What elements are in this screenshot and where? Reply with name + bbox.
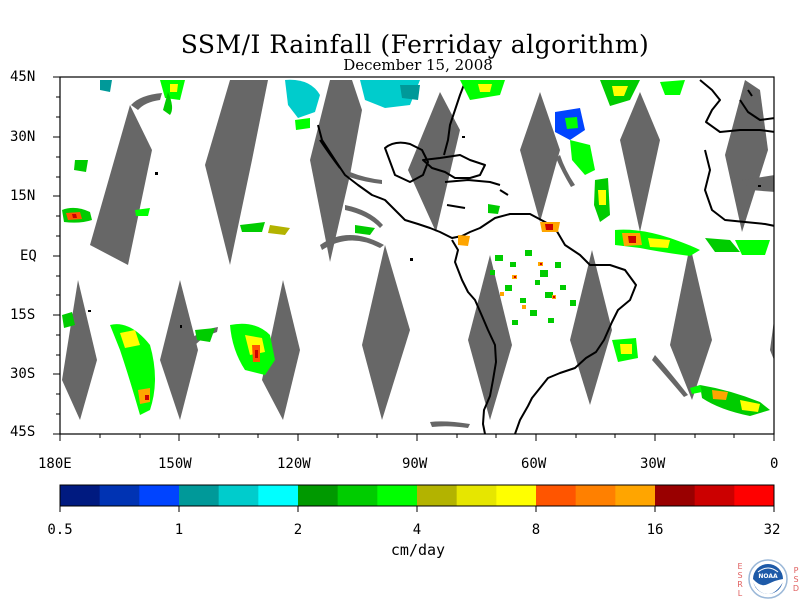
lat-label-45s: 45S xyxy=(10,424,36,440)
logo-left-letter-s: S xyxy=(737,571,743,580)
colorbar-segment xyxy=(139,485,180,506)
colorbar-segment xyxy=(655,485,696,506)
colorbar-segment xyxy=(536,485,577,506)
map-title: SSM/I Rainfall (Ferriday algorithm) xyxy=(180,30,650,59)
colorbar-segment xyxy=(99,485,140,506)
colorbar-segment xyxy=(60,485,101,506)
logo-right-letter-p: P xyxy=(793,566,799,575)
colorbar-segment xyxy=(218,485,259,506)
colorbar-segment xyxy=(377,485,418,506)
colorbar-tick-32: 32 xyxy=(763,522,781,538)
colorbar-segment xyxy=(258,485,299,506)
lon-label-60w: 60W xyxy=(521,456,547,472)
coastlines xyxy=(317,79,774,434)
logo-left-letter-l: L xyxy=(737,589,743,598)
colorbar-tick-16: 16 xyxy=(646,522,664,538)
lat-label-30s: 30S xyxy=(10,366,36,382)
logo-right-letter-s: S xyxy=(793,575,799,584)
logo-center-text: NOAA xyxy=(758,573,778,580)
rainfall-patches xyxy=(62,79,770,416)
logo-right-letter-d: D xyxy=(792,584,800,593)
lat-label-15n: 15N xyxy=(10,188,36,204)
map-date: December 15, 2008 xyxy=(343,56,493,74)
small-islands xyxy=(88,136,761,328)
lon-label-30w: 30W xyxy=(640,456,666,472)
colorbar-segment xyxy=(179,485,220,506)
logo-left-letter-r: R xyxy=(737,580,743,589)
noaa-esrl-psd-logo: E S R L NOAA P S D xyxy=(736,558,800,600)
colorbar-segment xyxy=(615,485,656,506)
colorbar-units: cm/day xyxy=(390,541,446,559)
lat-label-eq: EQ xyxy=(20,248,37,264)
lon-label-90w: 90W xyxy=(402,456,428,472)
colorbar-tick-8: 8 xyxy=(531,522,541,538)
lat-label-45n: 45N xyxy=(10,69,36,85)
lon-label-180e: 180E xyxy=(38,456,72,472)
axis-ticks xyxy=(53,76,775,441)
lat-label-15s: 15S xyxy=(10,307,36,323)
colorbar-tick-1: 1 xyxy=(174,522,184,538)
lon-label-150w: 150W xyxy=(158,456,192,472)
colorbar-segment xyxy=(417,485,458,506)
lon-label-120w: 120W xyxy=(277,456,311,472)
colorbar xyxy=(60,485,775,506)
noaa-emblem-icon: NOAA xyxy=(748,559,788,599)
colorbar-segment xyxy=(575,485,616,506)
colorbar-ticks xyxy=(59,506,775,512)
colorbar-segment xyxy=(496,485,537,506)
colorbar-tick-4: 4 xyxy=(412,522,422,538)
lat-label-30n: 30N xyxy=(10,129,36,145)
colorbar-segment xyxy=(734,485,775,506)
colorbar-segment xyxy=(456,485,497,506)
colorbar-segment xyxy=(694,485,735,506)
colorbar-tick-0-5: 0.5 xyxy=(47,522,73,538)
data-gap-swaths xyxy=(62,80,774,428)
colorbar-segment xyxy=(298,485,339,506)
logo-left-letter-e: E xyxy=(737,562,743,571)
colorbar-tick-2: 2 xyxy=(293,522,303,538)
lon-label-0: 0 xyxy=(770,456,779,472)
colorbar-segment xyxy=(337,485,378,506)
